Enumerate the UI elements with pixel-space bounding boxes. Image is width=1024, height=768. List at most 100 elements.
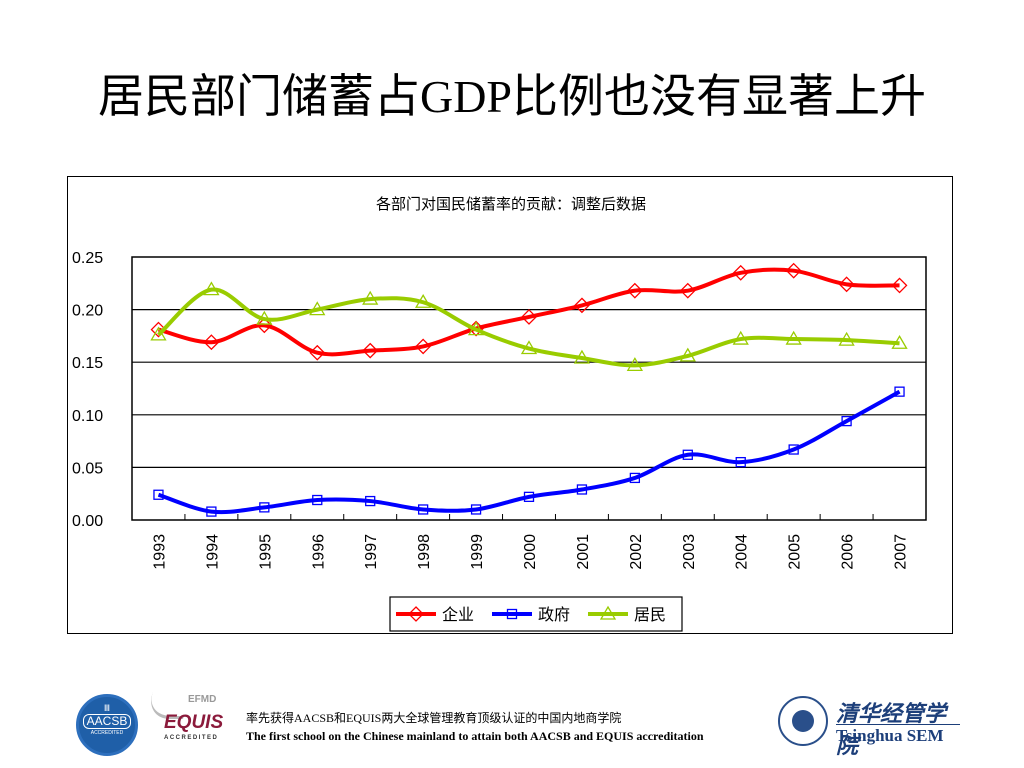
data-point-marker: [206, 506, 217, 517]
y-tick-label: 0.05: [72, 460, 103, 477]
x-tick-label: 2005: [787, 534, 804, 570]
equis-status: ACCREDITED: [164, 735, 219, 741]
series-line: [157, 389, 901, 515]
data-point-marker: [362, 290, 379, 305]
tsinghua-seal-icon: [778, 696, 828, 746]
data-point-marker: [520, 340, 538, 355]
data-point-marker: [415, 293, 432, 308]
x-tick-label: 2002: [628, 534, 645, 570]
data-point-marker: [153, 489, 164, 500]
data-point-marker: [574, 297, 590, 314]
series-0: [150, 262, 908, 361]
data-point-marker: [785, 262, 802, 279]
slide-title: 居民部门储蓄占GDP比例也没有显著上升: [97, 71, 927, 122]
legend-label: 企业: [442, 605, 474, 624]
data-point-marker: [467, 321, 485, 336]
school-name-zh: 清华经管学院: [836, 701, 947, 758]
diamond-icon: [408, 606, 424, 622]
x-tick-label: 2003: [681, 534, 698, 570]
triangle-icon: [599, 605, 617, 620]
x-tick-label: 2001: [575, 534, 592, 570]
data-point-marker: [417, 504, 429, 515]
data-point-marker: [576, 484, 588, 495]
y-tick-label: 0.25: [72, 250, 103, 267]
plot-area-border: [131, 256, 927, 521]
data-point-marker: [415, 338, 432, 355]
y-tick-label: 0.20: [72, 303, 103, 320]
data-point-marker: [256, 317, 273, 334]
data-point-marker: [626, 357, 643, 372]
data-point-marker: [470, 504, 482, 515]
chart-title: 各部门对国民储蓄率的贡献：调整后数据: [376, 195, 646, 213]
footer-line-en: The first school on the Chinese mainland…: [246, 729, 704, 743]
x-tick-label: 1993: [151, 534, 168, 570]
data-point-marker: [838, 331, 855, 346]
square-icon: [506, 608, 518, 620]
x-tick-label: 1994: [204, 534, 221, 570]
aacsb-accredited-logo: Ⅲ AACSB ACCREDITED: [76, 694, 138, 756]
y-tick-label: 0.00: [72, 513, 103, 530]
pillar-icon: Ⅲ: [103, 703, 111, 713]
equis-name: EQUIS: [164, 712, 224, 733]
data-point-marker: [679, 282, 696, 299]
equis-accredited-logo: EFMD EQUIS ACCREDITED: [143, 690, 226, 750]
x-axis-ticks: 1993 1994 1995 1996 1997 1998 1999 2000 2001 2002…: [131, 514, 927, 570]
data-point-marker: [365, 495, 376, 507]
data-point-marker: [309, 344, 326, 361]
data-point-marker: [150, 321, 167, 338]
aacsb-status: ACCREDITED: [90, 730, 124, 736]
x-tick-label: 2006: [840, 534, 857, 570]
data-point-marker: [682, 449, 693, 460]
data-point-marker: [788, 444, 799, 455]
series-2: [150, 281, 908, 372]
data-point-marker: [891, 334, 908, 349]
x-tick-label: 2004: [734, 534, 751, 570]
data-point-marker: [785, 330, 802, 345]
legend-item: 企业: [396, 605, 474, 624]
data-point-marker: [732, 264, 749, 281]
data-point-marker: [309, 301, 326, 316]
y-axis-ticks: 0.00 0.05 0.10 0.15 0.20 0.25: [72, 250, 103, 530]
footer-text: 率先获得AACSB和EQUIS两大全球管理教育顶级认证的中国内地商学院 The …: [246, 709, 704, 745]
data-point-marker: [256, 310, 273, 325]
data-point-marker: [203, 334, 220, 351]
data-point-marker: [841, 415, 852, 427]
footer-line-zh: 率先获得AACSB和EQUIS两大全球管理教育顶级认证的中国内地商学院: [246, 711, 622, 725]
series-line: [157, 267, 900, 357]
data-point-marker: [259, 502, 270, 513]
chart-frame: 各部门对国民储蓄率的贡献：调整后数据 0.00 0.05 0.10 0.15 0.20 0…: [67, 176, 953, 634]
legend-item: 政府: [492, 605, 570, 624]
legend-box: [389, 596, 683, 632]
tsinghua-sem-logo: 清华经管学院 Tsinghua SEM: [776, 690, 966, 758]
school-name-en: Tsinghua SEM: [836, 726, 944, 745]
data-point-marker: [838, 276, 855, 293]
x-tick-label: 1999: [469, 534, 486, 570]
data-point-marker: [573, 349, 591, 364]
logo-divider: [836, 724, 960, 725]
line-chart: 各部门对国民储蓄率的贡献：调整后数据 0.000.050.100.150.200…: [72, 195, 927, 632]
data-point-marker: [203, 281, 220, 296]
data-point-marker: [629, 472, 641, 484]
data-point-marker: [362, 342, 379, 359]
data-point-marker: [312, 494, 323, 506]
x-tick-label: 1996: [310, 534, 327, 570]
x-tick-label: 1997: [363, 534, 380, 570]
legend-label: 居民: [634, 605, 666, 624]
x-tick-label: 1995: [257, 534, 274, 570]
legend-item: 居民: [588, 605, 666, 624]
x-tick-label: 1998: [416, 534, 433, 570]
data-point-marker: [732, 330, 749, 345]
data-point-marker: [521, 309, 537, 325]
data-point-marker: [891, 277, 908, 294]
y-tick-label: 0.15: [72, 355, 103, 372]
efmd-label: EFMD: [188, 694, 217, 705]
data-point-marker: [523, 491, 535, 503]
data-point-marker: [626, 282, 643, 299]
legend-label: 政府: [538, 605, 570, 624]
legend: 企业 政府 居民: [389, 596, 683, 632]
series-1: [153, 386, 905, 517]
gridlines: [131, 256, 927, 521]
aacsb-name: AACSB: [83, 714, 131, 729]
x-tick-label: 2007: [893, 534, 910, 570]
data-point-marker: [894, 386, 905, 397]
